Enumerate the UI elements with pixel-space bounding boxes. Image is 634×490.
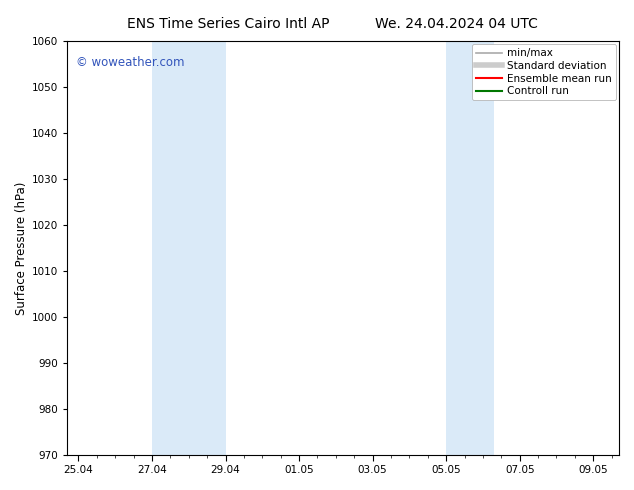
Y-axis label: Surface Pressure (hPa): Surface Pressure (hPa) [15, 181, 28, 315]
Legend: min/max, Standard deviation, Ensemble mean run, Controll run: min/max, Standard deviation, Ensemble me… [472, 44, 616, 100]
Bar [446, 41, 494, 455]
Text: We. 24.04.2024 04 UTC: We. 24.04.2024 04 UTC [375, 17, 538, 31]
Bar [152, 41, 226, 455]
Text: ENS Time Series Cairo Intl AP: ENS Time Series Cairo Intl AP [127, 17, 330, 31]
Text: © woweather.com: © woweather.com [75, 55, 184, 69]
